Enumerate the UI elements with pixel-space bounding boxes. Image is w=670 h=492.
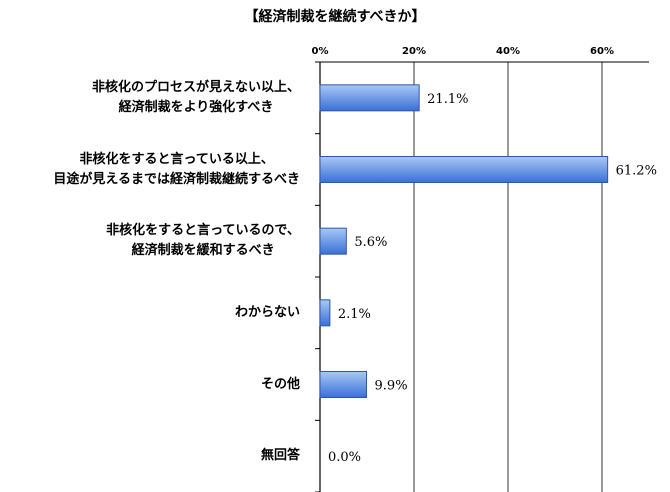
x-tick-label: 40% (496, 46, 520, 57)
chart-title: 【経済制裁を継続すべきか】 (244, 9, 426, 25)
category-label: 非核化をすると言っている以上、 目途が見えるまでは経済制裁継続するべき (53, 151, 300, 187)
category-label: 無回答 (260, 448, 300, 464)
data-label: 5.6% (354, 235, 387, 250)
x-tick-label: 20% (402, 46, 426, 57)
data-label: 0.0% (328, 450, 361, 465)
data-label: 61.2% (616, 164, 657, 179)
category-label: その他 (260, 376, 300, 392)
x-tick-label: 0% (312, 46, 329, 57)
category-label: 非核化をすると言っているので、 経済制裁を緩和するべき (106, 223, 300, 259)
data-label: 2.1% (338, 307, 371, 322)
category-label: わからない (234, 304, 300, 320)
data-label: 21.1% (427, 92, 468, 107)
bar (319, 156, 609, 183)
data-label: 9.9% (375, 379, 408, 394)
category-label: 非核化のプロセスが見えない以上、 経済制裁をより強化すべき (91, 79, 300, 115)
bar (319, 371, 368, 398)
bar (319, 299, 331, 327)
x-tick-label: 60% (590, 46, 614, 57)
bar (319, 84, 420, 112)
bar (319, 227, 347, 255)
